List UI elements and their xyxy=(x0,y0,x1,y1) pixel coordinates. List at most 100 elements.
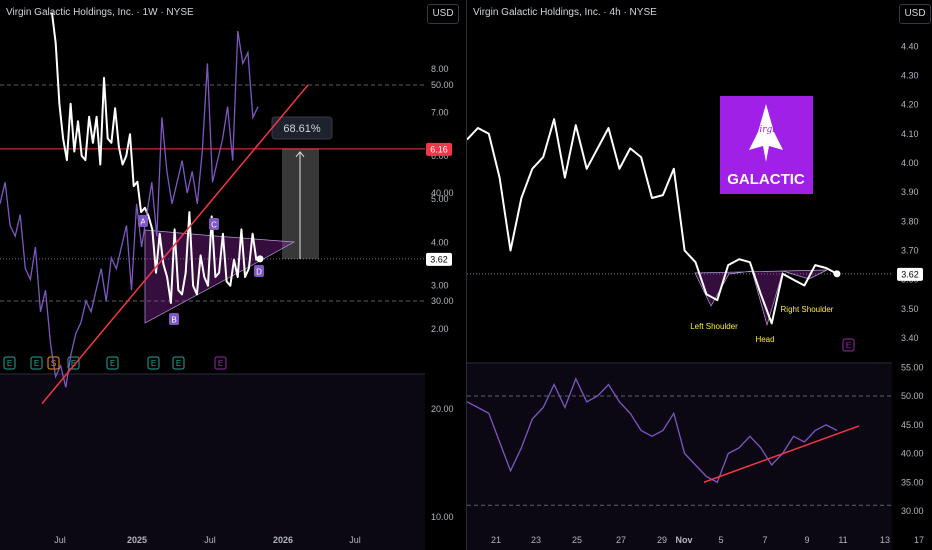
time-tick-label: 7 xyxy=(762,535,767,545)
event-marker-label: E xyxy=(7,359,12,368)
event-marker xyxy=(214,356,227,370)
rsi-series-line xyxy=(0,30,259,388)
event-marker xyxy=(842,338,855,352)
pattern-point-label: A xyxy=(140,218,146,227)
price-series-line xyxy=(467,118,838,325)
price-tick-label: 3.70 xyxy=(901,245,919,255)
rsi-tick-label: 50.00 xyxy=(901,391,924,401)
current-price-label: 3.62 xyxy=(430,254,448,264)
price-tick-label: 4.40 xyxy=(901,41,919,51)
event-marker xyxy=(147,356,160,370)
price-tick-label: 3.50 xyxy=(901,304,919,314)
price-tick-label: 3.40 xyxy=(901,333,919,343)
pattern-point-label: B xyxy=(171,316,176,325)
pattern-point-label: D xyxy=(256,268,262,277)
rsi-tick-label: 30.00 xyxy=(431,296,454,306)
target-price-label: 6.16 xyxy=(430,144,448,154)
measure-arrowhead xyxy=(295,151,305,158)
event-marker xyxy=(3,356,16,370)
price-tick-label: 2.00 xyxy=(431,324,449,334)
last-price-dot xyxy=(256,255,264,263)
rsi-tick-label: 10.00 xyxy=(431,512,454,522)
right-chart-panel: 4.504.404.304.204.104.003.903.803.703.60… xyxy=(467,0,932,550)
rsi-pane-bg xyxy=(467,363,892,550)
target-price-badge xyxy=(426,142,452,156)
time-tick-label: 23 xyxy=(531,535,541,545)
right-currency-button[interactable]: USD xyxy=(899,4,931,24)
price-tick-label: 8.00 xyxy=(431,64,449,74)
price-series-line xyxy=(51,12,261,304)
event-marker xyxy=(67,356,80,370)
event-marker-label: E xyxy=(71,359,76,368)
event-marker-label: E xyxy=(846,341,851,350)
price-tick-label: 4.20 xyxy=(901,100,919,110)
pattern-annotation: Head xyxy=(755,335,774,344)
event-marker-label: E xyxy=(218,359,223,368)
price-tick-label: 4.10 xyxy=(901,129,919,139)
event-marker-label: E xyxy=(110,359,115,368)
price-tick-label: 3.00 xyxy=(431,281,449,291)
rsi-tick-label: 20.00 xyxy=(431,404,454,414)
measure-label: 68.61% xyxy=(283,123,321,135)
right-chart-svg: 4.504.404.304.204.104.003.903.803.703.60… xyxy=(467,12,924,550)
event-marker xyxy=(106,356,119,370)
rsi-tick-label: 35.00 xyxy=(901,477,924,487)
panel-divider xyxy=(466,0,467,550)
rsi-tick-label: 40.00 xyxy=(901,449,924,459)
price-tick-label: 4.30 xyxy=(901,70,919,80)
price-tick-label: 4.00 xyxy=(431,237,449,247)
time-tick-label: 27 xyxy=(616,535,626,545)
event-marker xyxy=(47,356,60,370)
pattern-annotation: Left Shoulder xyxy=(690,322,738,331)
triangle-pattern xyxy=(144,229,296,324)
time-tick-label: 11 xyxy=(838,535,847,545)
time-tick-label: Jul xyxy=(204,535,216,545)
pattern-point-label: C xyxy=(211,221,217,230)
time-tick-label: 9 xyxy=(804,535,809,545)
price-tick-label: 3.90 xyxy=(901,187,919,197)
pattern-annotation: Right Shoulder xyxy=(781,305,834,314)
rsi-series-line xyxy=(467,377,838,484)
price-tick-label: 3.80 xyxy=(901,216,919,226)
time-tick-label: Jul xyxy=(54,535,66,545)
rsi-trendline xyxy=(41,84,309,405)
rsi-tick-label: 55.00 xyxy=(901,362,924,372)
rsi-pane-bg xyxy=(0,374,425,550)
event-marker-label: E xyxy=(176,359,181,368)
time-tick-label: 2025 xyxy=(127,535,147,545)
rsi-tick-label: 50.00 xyxy=(431,80,454,90)
current-price-badge xyxy=(426,252,452,266)
pattern-point-bg xyxy=(209,218,219,230)
time-tick-label: Jul xyxy=(349,535,361,545)
logo-text: GALACTIC xyxy=(727,171,805,188)
rsi-trendline xyxy=(703,425,860,483)
pattern-point-bg xyxy=(254,265,264,277)
time-tick-label: 21 xyxy=(491,535,501,545)
event-marker xyxy=(30,356,43,370)
left-chart-panel: 8.007.006.005.004.003.002.0050.0040.0030… xyxy=(0,4,459,550)
pattern-point-bg xyxy=(169,313,179,325)
left-currency-button[interactable]: USD xyxy=(427,4,459,24)
time-tick-label: 29 xyxy=(657,535,667,545)
logo-script: Virgin xyxy=(753,125,781,135)
rocket-icon xyxy=(749,104,783,162)
left-chart-svg: 8.007.006.005.004.003.002.0050.0040.0030… xyxy=(0,12,454,550)
current-price-label: 3.62 xyxy=(901,269,919,279)
rsi-tick-label: 40.00 xyxy=(431,188,454,198)
event-marker-label: E xyxy=(34,359,39,368)
price-tick-label: 5.00 xyxy=(431,194,449,204)
time-tick-label: 13 xyxy=(880,535,890,545)
time-tick-label: Nov xyxy=(675,535,692,545)
rsi-tick-label: 45.00 xyxy=(901,420,924,430)
time-tick-label: 25 xyxy=(572,535,582,545)
event-marker xyxy=(172,356,185,370)
event-marker-label: E xyxy=(151,359,156,368)
time-tick-label: 17 xyxy=(914,535,924,545)
time-tick-label: 5 xyxy=(718,535,723,545)
current-price-badge xyxy=(897,267,923,281)
rsi-tick-label: 30.00 xyxy=(901,506,924,516)
price-tick-label: 4.00 xyxy=(901,158,919,168)
left-chart-title: Virgin Galactic Holdings, Inc. · 1W · NY… xyxy=(6,7,194,18)
price-tick-label: 7.00 xyxy=(431,108,449,118)
time-tick-label: 2026 xyxy=(273,535,293,545)
